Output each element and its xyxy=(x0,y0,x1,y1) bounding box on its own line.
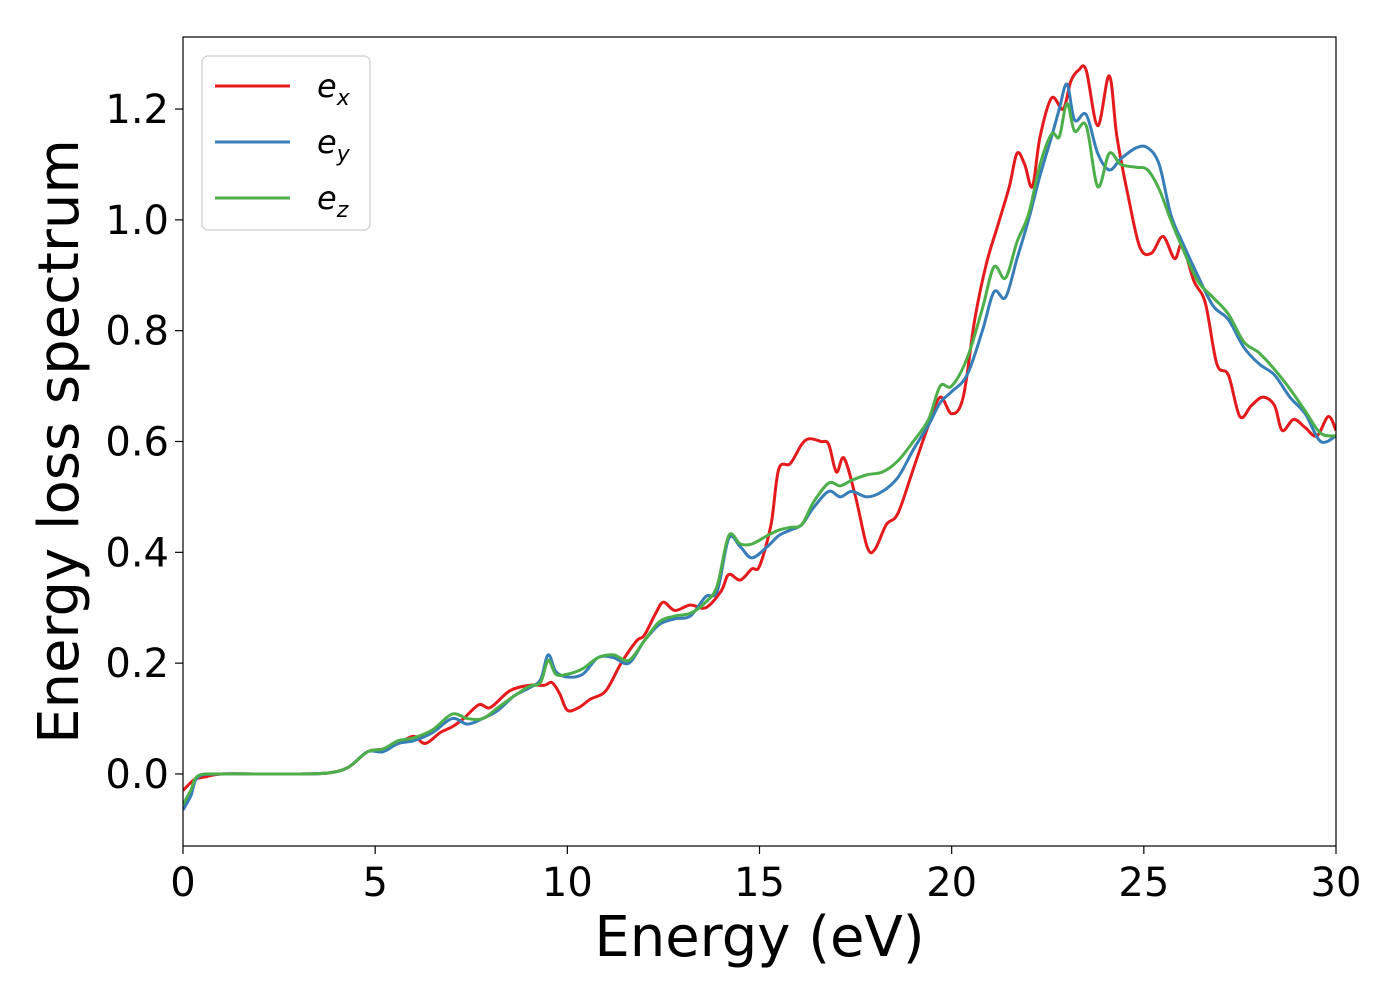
legend: ex ey ez xyxy=(201,55,371,231)
x-tick-label: 20 xyxy=(926,860,977,906)
y-tick-label: 1.2 xyxy=(105,87,169,133)
y-tick-label: 1.0 xyxy=(105,198,169,244)
x-tick-label: 30 xyxy=(1311,860,1362,906)
x-tick-label: 25 xyxy=(1118,860,1169,906)
y-tick-label: 0.4 xyxy=(105,530,169,576)
x-tick-label: 10 xyxy=(542,860,593,906)
y-tick-label: 0.6 xyxy=(105,420,169,466)
plot-frame xyxy=(182,36,1337,847)
x-tick-label: 15 xyxy=(734,860,785,906)
y-tick-label: 0.0 xyxy=(105,752,169,798)
series-line-z xyxy=(183,101,1336,806)
series-line-x xyxy=(183,64,1336,792)
y-tick-label: 0.8 xyxy=(105,309,169,355)
axis-ticks: 0 5 10 15 20 25 30 0.0 0.2 0.4 0.6 0.8 1.0 1.2 xyxy=(105,87,1361,906)
legend-label-x: ex xyxy=(317,67,351,111)
y-tick-label: 0.2 xyxy=(105,641,169,687)
x-tick-label: 0 xyxy=(170,860,195,906)
plot-area xyxy=(183,64,1336,811)
x-tick-label: 5 xyxy=(362,860,387,906)
series-line-y xyxy=(183,82,1336,811)
y-axis-title: Energy loss spectrum xyxy=(27,139,92,744)
x-axis-title: Energy (eV) xyxy=(594,905,924,970)
legend-label-y: ey xyxy=(317,123,351,167)
legend-label-z: ez xyxy=(317,179,349,223)
